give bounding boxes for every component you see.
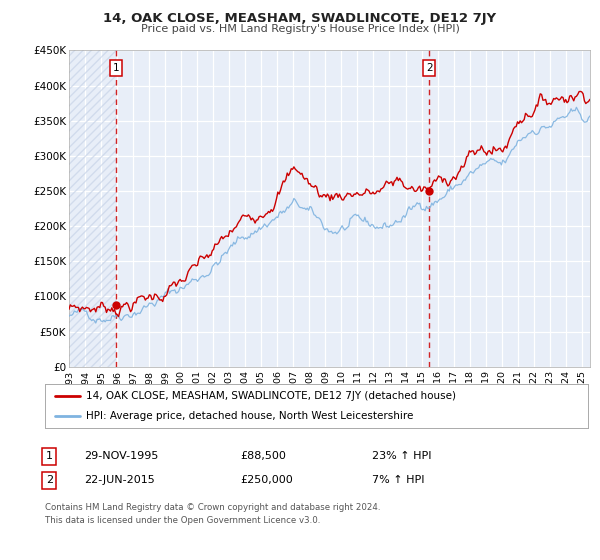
Text: 2: 2 [46, 475, 53, 486]
Text: 22-JUN-2015: 22-JUN-2015 [84, 475, 155, 486]
Text: 29-NOV-1995: 29-NOV-1995 [84, 451, 158, 461]
Text: 14, OAK CLOSE, MEASHAM, SWADLINCOTE, DE12 7JY (detached house): 14, OAK CLOSE, MEASHAM, SWADLINCOTE, DE1… [86, 391, 456, 401]
Text: This data is licensed under the Open Government Licence v3.0.: This data is licensed under the Open Gov… [45, 516, 320, 525]
Text: 7% ↑ HPI: 7% ↑ HPI [372, 475, 425, 486]
Text: 14, OAK CLOSE, MEASHAM, SWADLINCOTE, DE12 7JY: 14, OAK CLOSE, MEASHAM, SWADLINCOTE, DE1… [103, 12, 497, 25]
Text: 1: 1 [46, 451, 53, 461]
Text: Contains HM Land Registry data © Crown copyright and database right 2024.: Contains HM Land Registry data © Crown c… [45, 503, 380, 512]
Text: £88,500: £88,500 [240, 451, 286, 461]
Text: HPI: Average price, detached house, North West Leicestershire: HPI: Average price, detached house, Nort… [86, 411, 413, 421]
Text: 2: 2 [426, 63, 433, 73]
Text: 1: 1 [112, 63, 119, 73]
Text: 23% ↑ HPI: 23% ↑ HPI [372, 451, 431, 461]
Text: £250,000: £250,000 [240, 475, 293, 486]
Bar [69, 50, 116, 367]
Text: Price paid vs. HM Land Registry's House Price Index (HPI): Price paid vs. HM Land Registry's House … [140, 24, 460, 34]
